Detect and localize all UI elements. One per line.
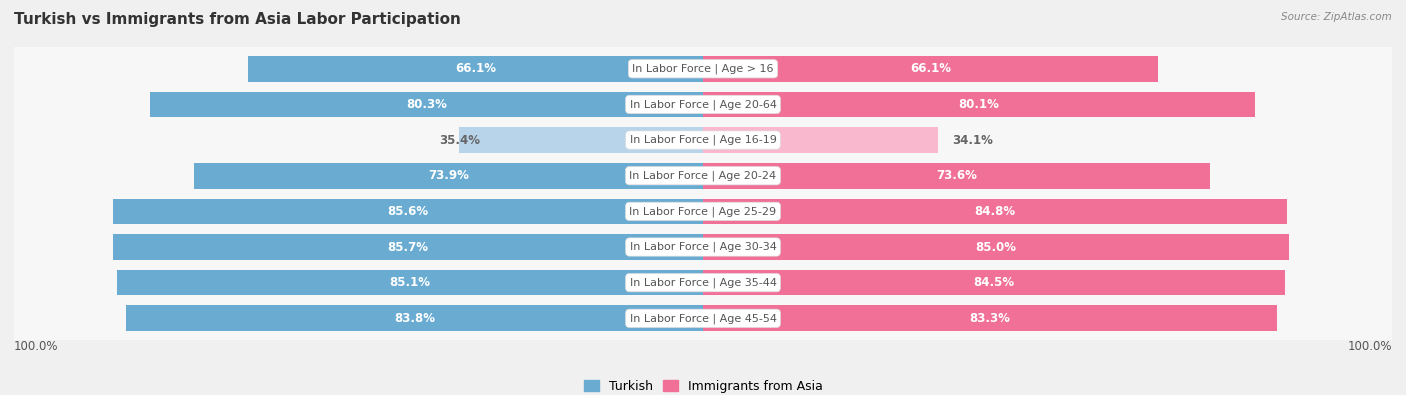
Text: In Labor Force | Age 25-29: In Labor Force | Age 25-29 bbox=[630, 206, 776, 216]
FancyBboxPatch shape bbox=[13, 275, 1393, 362]
Bar bbox=[703, 305, 1277, 331]
Text: In Labor Force | Age 20-64: In Labor Force | Age 20-64 bbox=[630, 99, 776, 110]
Text: In Labor Force | Age 30-34: In Labor Force | Age 30-34 bbox=[630, 242, 776, 252]
FancyBboxPatch shape bbox=[13, 97, 1393, 184]
Text: Source: ZipAtlas.com: Source: ZipAtlas.com bbox=[1281, 12, 1392, 22]
Bar bbox=[125, 305, 703, 331]
Bar bbox=[703, 270, 1285, 295]
Bar bbox=[703, 234, 1289, 260]
Bar bbox=[112, 234, 703, 260]
FancyBboxPatch shape bbox=[13, 168, 1393, 255]
Text: In Labor Force | Age 45-54: In Labor Force | Age 45-54 bbox=[630, 313, 776, 324]
Legend: Turkish, Immigrants from Asia: Turkish, Immigrants from Asia bbox=[578, 375, 828, 395]
Text: 83.3%: 83.3% bbox=[970, 312, 1011, 325]
Text: 85.1%: 85.1% bbox=[389, 276, 430, 289]
Bar bbox=[703, 199, 1288, 224]
Bar bbox=[703, 127, 938, 153]
Bar bbox=[114, 199, 703, 224]
Bar bbox=[703, 163, 1211, 188]
Text: In Labor Force | Age > 16: In Labor Force | Age > 16 bbox=[633, 64, 773, 74]
Text: 84.5%: 84.5% bbox=[973, 276, 1015, 289]
FancyBboxPatch shape bbox=[13, 203, 1393, 290]
Text: 83.8%: 83.8% bbox=[394, 312, 434, 325]
Text: 85.7%: 85.7% bbox=[387, 241, 429, 254]
Text: 73.6%: 73.6% bbox=[936, 169, 977, 182]
Text: 85.0%: 85.0% bbox=[976, 241, 1017, 254]
Text: 35.4%: 35.4% bbox=[439, 134, 479, 147]
Text: 80.3%: 80.3% bbox=[406, 98, 447, 111]
Text: 66.1%: 66.1% bbox=[910, 62, 952, 75]
Bar bbox=[117, 270, 703, 295]
Text: 66.1%: 66.1% bbox=[454, 62, 496, 75]
FancyBboxPatch shape bbox=[13, 132, 1393, 219]
Text: 100.0%: 100.0% bbox=[14, 340, 59, 353]
Bar bbox=[703, 56, 1159, 82]
Text: 100.0%: 100.0% bbox=[1347, 340, 1392, 353]
Bar bbox=[247, 56, 703, 82]
Text: Turkish vs Immigrants from Asia Labor Participation: Turkish vs Immigrants from Asia Labor Pa… bbox=[14, 12, 461, 27]
FancyBboxPatch shape bbox=[13, 61, 1393, 148]
Bar bbox=[460, 127, 703, 153]
Text: In Labor Force | Age 20-24: In Labor Force | Age 20-24 bbox=[630, 171, 776, 181]
Text: 85.6%: 85.6% bbox=[388, 205, 429, 218]
Text: 80.1%: 80.1% bbox=[959, 98, 1000, 111]
Text: 73.9%: 73.9% bbox=[427, 169, 468, 182]
Bar bbox=[150, 92, 703, 117]
Text: In Labor Force | Age 35-44: In Labor Force | Age 35-44 bbox=[630, 277, 776, 288]
FancyBboxPatch shape bbox=[13, 239, 1393, 326]
Bar bbox=[194, 163, 703, 188]
Text: In Labor Force | Age 16-19: In Labor Force | Age 16-19 bbox=[630, 135, 776, 145]
Bar bbox=[703, 92, 1254, 117]
Text: 84.8%: 84.8% bbox=[974, 205, 1015, 218]
FancyBboxPatch shape bbox=[13, 25, 1393, 112]
Text: 34.1%: 34.1% bbox=[952, 134, 993, 147]
